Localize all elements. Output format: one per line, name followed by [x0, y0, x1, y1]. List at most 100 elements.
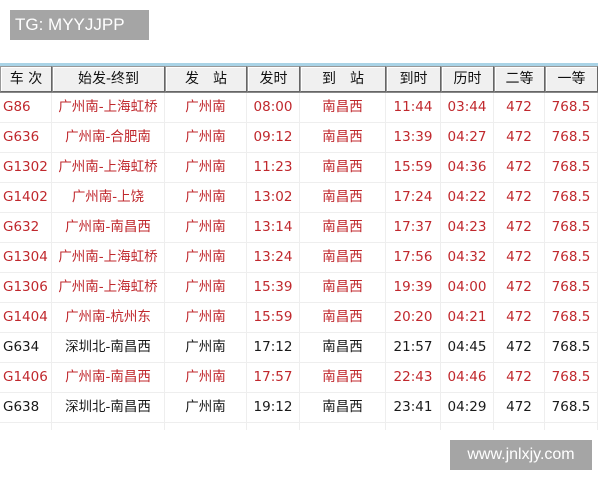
- cell-second-class-price: 472: [494, 93, 545, 122]
- tail-cell: [247, 423, 300, 430]
- tail-cell: [441, 423, 494, 430]
- cell-second-class-price: 472: [494, 243, 545, 272]
- cell-route: 广州南-南昌西: [52, 363, 165, 392]
- table-row[interactable]: G1306 广州南-上海虹桥 广州南 15:39 南昌西 19:39 04:00 472 768…: [0, 273, 598, 303]
- cell-arrival-time: 23:41: [386, 393, 441, 422]
- cell-arrival-station: 南昌西: [300, 273, 386, 302]
- column-header-arrival-station[interactable]: 到 站: [300, 66, 386, 92]
- column-header-duration[interactable]: 历时: [441, 66, 494, 92]
- cell-route: 广州南-南昌西: [52, 213, 165, 242]
- tail-cell: [165, 423, 247, 430]
- cell-arrival-station: 南昌西: [300, 213, 386, 242]
- cell-train-number: G1304: [0, 243, 52, 272]
- cell-first-class-price: 768.5: [545, 363, 598, 392]
- cell-departure-time: 15:59: [247, 303, 300, 332]
- cell-route: 广州南-上海虹桥: [52, 243, 165, 272]
- cell-second-class-price: 472: [494, 123, 545, 152]
- cell-train-number: G1402: [0, 183, 52, 212]
- cell-arrival-time: 15:59: [386, 153, 441, 182]
- table-row[interactable]: G1302 广州南-上海虹桥 广州南 11:23 南昌西 15:59 04:36 472 768…: [0, 153, 598, 183]
- table-row[interactable]: G636 广州南-合肥南 广州南 09:12 南昌西 13:39 04:27 472 768.5: [0, 123, 598, 153]
- cell-arrival-station: 南昌西: [300, 153, 386, 182]
- cell-train-number: G1406: [0, 363, 52, 392]
- cell-first-class-price: 768.5: [545, 183, 598, 212]
- cell-train-number: G636: [0, 123, 52, 152]
- cell-train-number: G86: [0, 93, 52, 122]
- cell-departure-station: 广州南: [165, 363, 247, 392]
- cell-first-class-price: 768.5: [545, 273, 598, 302]
- table-row[interactable]: G1304 广州南-上海虹桥 广州南 13:24 南昌西 17:56 04:32 472 768…: [0, 243, 598, 273]
- column-header-departure-time[interactable]: 发时: [247, 66, 300, 92]
- cell-arrival-time: 17:56: [386, 243, 441, 272]
- watermark-top: TG: MYYJJPP: [10, 10, 149, 40]
- table-row[interactable]: G1406 广州南-南昌西 广州南 17:57 南昌西 22:43 04:46 472 768.…: [0, 363, 598, 393]
- cell-departure-time: 17:12: [247, 333, 300, 362]
- cell-arrival-station: 南昌西: [300, 393, 386, 422]
- cell-duration: 04:46: [441, 363, 494, 392]
- tail-cell: [545, 423, 598, 430]
- cell-first-class-price: 768.5: [545, 153, 598, 182]
- table-header: 车 次始发-终到发 站发时到 站到时 历时 二等 一等: [0, 66, 598, 93]
- cell-first-class-price: 768.5: [545, 213, 598, 242]
- cell-route: 广州南-上海虹桥: [52, 93, 165, 122]
- cell-second-class-price: 472: [494, 303, 545, 332]
- column-header-arrival-time[interactable]: 到时: [386, 66, 441, 92]
- table-row[interactable]: G86 广州南-上海虹桥 广州南 08:00 南昌西 11:44 03:44 472 768.5: [0, 93, 598, 123]
- watermark-bottom: www.jnlxjy.com: [450, 440, 592, 470]
- table-row[interactable]: G1404 广州南-杭州东 广州南 15:59 南昌西 20:20 04:21 472 768.…: [0, 303, 598, 333]
- cell-duration: 04:45: [441, 333, 494, 362]
- table-row[interactable]: G638 深圳北-南昌西 广州南 19:12 南昌西 23:41 04:29 472 768.5: [0, 393, 598, 423]
- cell-arrival-station: 南昌西: [300, 333, 386, 362]
- cell-first-class-price: 768.5: [545, 93, 598, 122]
- column-header-route[interactable]: 始发-终到: [52, 66, 165, 92]
- cell-route: 广州南-上饶: [52, 183, 165, 212]
- table-tail: [0, 423, 598, 430]
- cell-arrival-time: 20:20: [386, 303, 441, 332]
- cell-second-class-price: 472: [494, 153, 545, 182]
- cell-first-class-price: 768.5: [545, 123, 598, 152]
- cell-duration: 03:44: [441, 93, 494, 122]
- cell-route: 深圳北-南昌西: [52, 333, 165, 362]
- cell-arrival-station: 南昌西: [300, 303, 386, 332]
- train-schedule-table: 车 次始发-终到发 站发时到 站到时 历时 二等 一等 G86 广州南-上海虹桥 广州南 0…: [0, 63, 598, 430]
- cell-departure-time: 19:12: [247, 393, 300, 422]
- tail-cell: [300, 423, 386, 430]
- cell-train-number: G638: [0, 393, 52, 422]
- column-header-second-class-price[interactable]: 二等: [494, 66, 545, 92]
- cell-arrival-time: 22:43: [386, 363, 441, 392]
- cell-departure-time: 08:00: [247, 93, 300, 122]
- cell-departure-time: 13:24: [247, 243, 300, 272]
- cell-train-number: G632: [0, 213, 52, 242]
- cell-train-number: G1404: [0, 303, 52, 332]
- cell-departure-station: 广州南: [165, 123, 247, 152]
- table-row[interactable]: G634 深圳北-南昌西 广州南 17:12 南昌西 21:57 04:45 472 768.5: [0, 333, 598, 363]
- cell-duration: 04:29: [441, 393, 494, 422]
- column-header-first-class-price[interactable]: 一等: [545, 66, 598, 92]
- cell-duration: 04:27: [441, 123, 494, 152]
- tail-cell: [386, 423, 441, 430]
- cell-first-class-price: 768.5: [545, 243, 598, 272]
- tail-cell: [0, 423, 52, 430]
- cell-duration: 04:21: [441, 303, 494, 332]
- cell-first-class-price: 768.5: [545, 303, 598, 332]
- cell-route: 广州南-上海虹桥: [52, 273, 165, 302]
- cell-departure-station: 广州南: [165, 333, 247, 362]
- cell-departure-station: 广州南: [165, 273, 247, 302]
- cell-arrival-time: 19:39: [386, 273, 441, 302]
- cell-second-class-price: 472: [494, 393, 545, 422]
- table-row[interactable]: G1402 广州南-上饶 广州南 13:02 南昌西 17:24 04:22 472 768.5: [0, 183, 598, 213]
- cell-departure-time: 13:14: [247, 213, 300, 242]
- cell-first-class-price: 768.5: [545, 393, 598, 422]
- cell-duration: 04:32: [441, 243, 494, 272]
- cell-second-class-price: 472: [494, 213, 545, 242]
- cell-arrival-station: 南昌西: [300, 183, 386, 212]
- table-row[interactable]: G632 广州南-南昌西 广州南 13:14 南昌西 17:37 04:23 472 768.5: [0, 213, 598, 243]
- cell-departure-station: 广州南: [165, 93, 247, 122]
- column-header-train-number[interactable]: 车 次: [0, 66, 52, 92]
- cell-departure-time: 11:23: [247, 153, 300, 182]
- cell-duration: 04:22: [441, 183, 494, 212]
- column-header-departure-station[interactable]: 发 站: [165, 66, 247, 92]
- cell-train-number: G634: [0, 333, 52, 362]
- cell-departure-time: 17:57: [247, 363, 300, 392]
- tail-cell: [52, 423, 165, 430]
